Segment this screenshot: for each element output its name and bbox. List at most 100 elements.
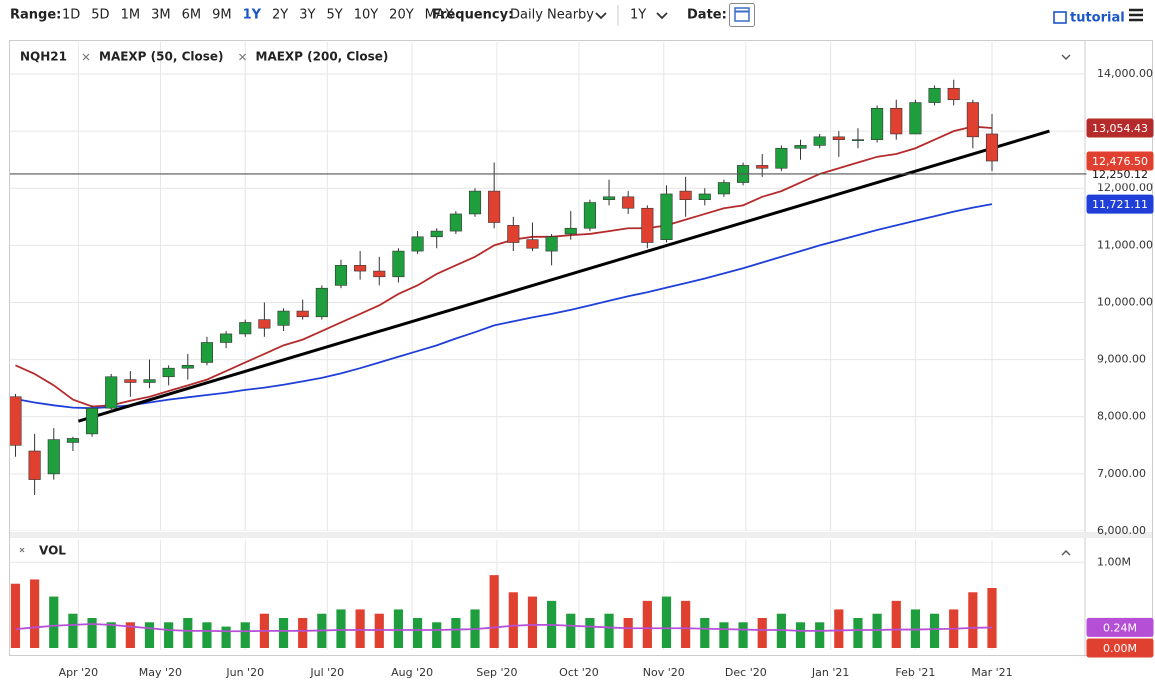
remove-icon[interactable] (19, 547, 25, 553)
candle-body (220, 333, 233, 343)
y-tick-label: 7,000.00 (1097, 467, 1146, 480)
range-button[interactable]: 20Y (389, 8, 414, 23)
price-plot (10, 42, 1085, 531)
candle-body (105, 376, 118, 409)
volume-bar (125, 622, 135, 648)
remove-icon[interactable] (82, 53, 90, 61)
candle-body (28, 450, 41, 480)
volume-bar (719, 622, 729, 648)
moving-average-line (15, 203, 993, 410)
x-tick-label: Jun '20 (225, 666, 264, 679)
x-tick-label: Nov '20 (643, 666, 685, 679)
candle-body (660, 193, 673, 240)
candle-body (239, 322, 252, 335)
range-button[interactable]: 1M (121, 8, 141, 23)
y-tick-label: 8,000.00 (1097, 410, 1146, 423)
volume-average-label: 0.24M (1103, 621, 1137, 634)
candle-body (928, 87, 941, 103)
period-dropdown[interactable] (656, 12, 668, 20)
volume-bar (393, 609, 404, 648)
range-button[interactable]: 5D (91, 8, 109, 23)
range-button[interactable]: 9M (212, 8, 232, 23)
candle-body (890, 107, 903, 135)
frequency-dropdown[interactable] (595, 12, 607, 20)
volume-bar (355, 609, 365, 648)
candle-body (698, 193, 711, 200)
collapse-toggle[interactable] (1061, 54, 1071, 60)
collapse-toggle[interactable] (1061, 550, 1071, 556)
x-tick-label: Mar '21 (971, 666, 1012, 679)
volume-bar (987, 588, 997, 648)
candle-body (717, 182, 730, 195)
menu-button[interactable] (1129, 8, 1143, 22)
ma-value-label: 11,721.11 (1092, 198, 1148, 211)
range-button[interactable]: 2Y (272, 8, 288, 23)
volume-bar (853, 618, 863, 648)
volume-bar (508, 592, 518, 648)
range-button[interactable]: 1D (62, 8, 80, 23)
candle-body (641, 207, 654, 243)
volume-bar (30, 579, 40, 648)
range-button[interactable]: 5Y (326, 8, 342, 23)
x-tick-label: Oct '20 (559, 666, 599, 679)
tutorial-link[interactable]: tutorial (1070, 11, 1125, 26)
volume-bar (412, 618, 423, 648)
candle-body (258, 319, 271, 329)
candle-body (966, 102, 979, 138)
calendar-button[interactable] (729, 3, 755, 27)
range-label: Range: (10, 8, 61, 23)
volume-bar (681, 600, 691, 648)
candle-body (277, 310, 290, 326)
candle-body (10, 396, 22, 446)
remove-icon[interactable] (239, 53, 246, 61)
range-button[interactable]: 10Y (354, 8, 379, 23)
volume-bar (604, 613, 614, 648)
volume-bar (278, 618, 289, 648)
volume-bar (183, 618, 193, 648)
ma-value-label-box (1086, 118, 1154, 138)
volume-bar (623, 618, 633, 648)
trendline (77, 129, 1050, 423)
frequency-value[interactable]: Daily Nearby (510, 8, 594, 23)
candle-body (583, 202, 596, 229)
volume-bar (202, 622, 212, 648)
x-tick-label: Aug '20 (391, 666, 433, 679)
volume-bar (240, 622, 250, 648)
x-tick-label: Apr '20 (59, 666, 99, 679)
range-button[interactable]: 6M (182, 8, 202, 23)
legend-entry: MAEXP (200, Close) (256, 50, 389, 64)
candle-body (86, 407, 99, 435)
period-value[interactable]: 1Y (630, 8, 646, 23)
volume-bar (527, 596, 538, 648)
volume-bar (432, 622, 442, 648)
ma-value-label: 13,054.43 (1092, 122, 1148, 135)
candle-body (124, 379, 137, 383)
y-tick-label: 14,000.00 (1097, 67, 1153, 80)
candle-body (181, 365, 194, 369)
candle-body (545, 236, 558, 252)
x-tick-label: Jan '21 (811, 666, 849, 679)
candle-body (947, 87, 960, 100)
range-button[interactable]: 1Y (243, 8, 262, 23)
y-tick-label: 9,000.00 (1097, 353, 1146, 366)
volume-bar (451, 618, 461, 648)
volume-bar (738, 622, 748, 648)
candle-body (468, 190, 482, 215)
range-button[interactable]: 3Y (299, 8, 315, 23)
volume-average-label-box (1086, 617, 1154, 637)
volume-label: VOL (39, 544, 66, 558)
tutorial-icon[interactable] (1053, 11, 1067, 24)
y-tick-label: 6,000.00 (1097, 524, 1146, 537)
range-button[interactable]: 3M (151, 8, 171, 23)
range-button[interactable]: MAX (425, 8, 454, 23)
volume-bar (49, 596, 59, 648)
candle-body (909, 102, 922, 135)
last-price-label-box (1086, 151, 1154, 171)
candle-body (411, 236, 424, 252)
candle-body (603, 196, 616, 200)
y-tick-label: 1.00M (1097, 555, 1131, 568)
symbol-label: NQH21 (20, 50, 67, 64)
volume-bar (221, 626, 231, 648)
candle-body (66, 438, 79, 443)
volume-bar (585, 618, 595, 648)
